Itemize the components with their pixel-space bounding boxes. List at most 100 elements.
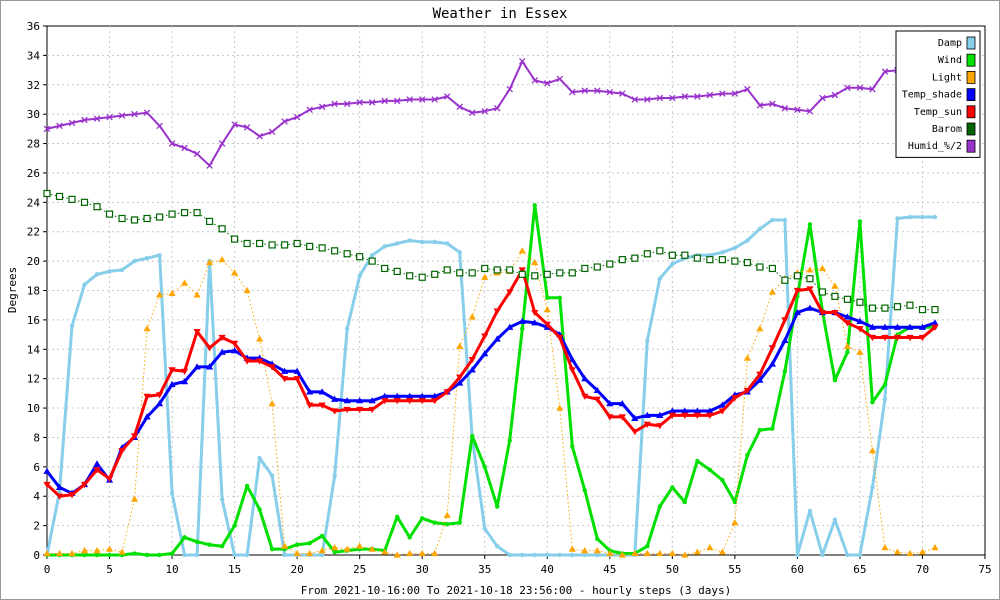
data-point-wind xyxy=(782,369,788,374)
data-point-light xyxy=(43,549,51,557)
data-point-barom xyxy=(568,269,576,277)
data-point-barom xyxy=(456,269,464,277)
data-point-wind xyxy=(232,523,237,528)
data-point-barom xyxy=(193,209,201,217)
data-point-wind xyxy=(319,533,325,539)
data-point-temp-shade xyxy=(506,323,514,330)
data-point-temp-sun xyxy=(205,345,214,352)
data-point-temp-shade xyxy=(343,397,351,404)
data-point-wind xyxy=(107,552,112,558)
data-point-wind xyxy=(257,507,262,512)
data-point-barom xyxy=(493,266,501,274)
data-point-wind xyxy=(169,551,175,556)
data-point-barom xyxy=(506,266,514,274)
data-point-temp-sun xyxy=(381,398,389,405)
legend-label-barom: Barom xyxy=(932,124,962,135)
data-point-damp xyxy=(532,552,537,558)
legend-label-temp-sun: Temp_sun xyxy=(914,107,962,118)
data-point-wind xyxy=(532,203,537,208)
data-point-damp xyxy=(895,216,900,221)
data-point-light xyxy=(231,269,239,276)
data-point-temp-sun xyxy=(706,412,714,420)
data-point-humid-2 xyxy=(256,132,263,140)
data-point-barom xyxy=(643,250,651,258)
data-point-barom xyxy=(531,272,539,280)
data-point-damp xyxy=(720,250,725,255)
data-point-humid-2 xyxy=(206,162,213,169)
data-point-barom xyxy=(68,195,76,203)
data-point-humid-2 xyxy=(756,102,764,109)
data-point-barom xyxy=(918,306,927,314)
data-point-light xyxy=(468,313,476,320)
data-point-light xyxy=(743,354,751,361)
data-point-humid-2 xyxy=(506,85,514,93)
data-point-barom xyxy=(155,213,164,221)
data-point-humid-2 xyxy=(143,109,151,116)
data-point-humid-2 xyxy=(531,77,539,84)
data-point-temp-sun xyxy=(543,321,551,328)
data-point-temp-sun xyxy=(768,345,776,352)
data-point-temp-sun xyxy=(406,398,414,405)
data-point-temp-sun xyxy=(506,289,514,296)
data-point-temp-sun xyxy=(556,334,564,342)
data-point-damp xyxy=(445,241,450,246)
data-point-humid-2 xyxy=(93,115,101,122)
data-point-temp-shade xyxy=(581,375,589,382)
data-point-temp-sun xyxy=(868,334,877,342)
data-point-temp-sun xyxy=(193,329,201,336)
data-point-barom xyxy=(681,251,689,259)
data-point-temp-shade xyxy=(881,323,889,330)
data-point-barom xyxy=(331,247,339,255)
data-point-damp xyxy=(807,508,813,514)
data-point-barom xyxy=(256,239,264,248)
data-point-temp-sun xyxy=(793,287,801,295)
data-point-barom xyxy=(431,270,439,278)
data-point-humid-2 xyxy=(806,107,814,115)
data-point-barom xyxy=(631,254,639,262)
data-point-damp xyxy=(394,241,400,246)
data-point-light xyxy=(306,549,314,557)
data-point-barom xyxy=(743,258,751,267)
data-point-barom xyxy=(593,263,601,271)
data-point-barom xyxy=(668,251,676,259)
data-point-temp-sun xyxy=(668,412,676,420)
legend-swatch-humid-2 xyxy=(966,139,976,153)
data-point-wind xyxy=(745,452,750,458)
data-point-temp-sun xyxy=(731,395,739,402)
data-point-light xyxy=(693,548,701,555)
data-point-temp-sun xyxy=(843,320,852,327)
data-point-humid-2 xyxy=(606,88,614,96)
data-point-damp xyxy=(920,214,925,220)
data-point-temp-shade xyxy=(906,323,914,330)
data-point-barom xyxy=(218,225,226,233)
data-point-humid-2 xyxy=(281,118,288,125)
data-point-temp-sun xyxy=(718,408,726,415)
data-point-light xyxy=(656,549,664,557)
data-point-damp xyxy=(382,244,387,249)
data-point-light xyxy=(268,400,276,407)
data-point-damp xyxy=(169,491,175,496)
data-point-light xyxy=(481,273,489,280)
data-point-temp-sun xyxy=(80,481,89,489)
data-point-barom xyxy=(406,272,414,280)
data-point-humid-2 xyxy=(706,91,714,99)
y-tick-label: 16 xyxy=(27,314,40,327)
legend-label-damp: Damp xyxy=(938,38,962,49)
x-tick-label: 40 xyxy=(541,563,554,576)
data-point-temp-shade xyxy=(893,323,902,330)
data-point-humid-2 xyxy=(481,107,488,115)
data-point-temp-shade xyxy=(681,407,689,414)
data-point-humid-2 xyxy=(493,105,501,112)
data-point-temp-shade xyxy=(193,363,201,370)
data-point-light xyxy=(631,549,639,557)
data-point-wind xyxy=(144,552,150,558)
x-tick-label: 10 xyxy=(165,563,178,576)
data-point-temp-sun xyxy=(518,267,526,274)
data-point-temp-sun xyxy=(43,481,51,489)
data-point-humid-2 xyxy=(794,106,801,114)
data-point-barom xyxy=(343,250,351,258)
data-point-light xyxy=(843,342,852,349)
data-point-light xyxy=(593,546,601,554)
series-humid-2 xyxy=(43,58,939,169)
data-point-humid-2 xyxy=(556,75,564,83)
